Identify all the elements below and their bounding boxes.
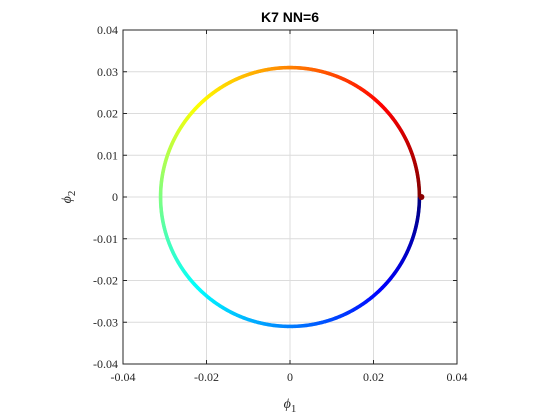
x-axis-label-symbol: ϕ <box>284 397 291 412</box>
y-tick-label: 0.01 <box>97 148 118 162</box>
y-tick-label: -0.03 <box>93 315 118 329</box>
marked-point <box>418 194 425 200</box>
x-tick-label: 0.04 <box>447 370 468 384</box>
y-tick-label: -0.02 <box>93 274 118 288</box>
y-tick-label: 0.03 <box>97 65 118 79</box>
y-tick-label: -0.04 <box>93 357 118 371</box>
y-tick-label: 0.02 <box>97 107 118 121</box>
x-tick-label: -0.02 <box>194 370 219 384</box>
y-axis-label-subscript: 2 <box>66 191 78 197</box>
x-tick-label: 0 <box>287 370 293 384</box>
x-axis-label-subscript: 1 <box>291 403 297 415</box>
x-tick-label: -0.04 <box>111 370 136 384</box>
y-axis-label-symbol: ϕ <box>60 196 75 203</box>
axes-box <box>122 29 458 365</box>
data-ring <box>158 65 425 329</box>
chart-title: K7 NN=6 <box>261 9 319 25</box>
y-tick-label: 0.04 <box>97 23 118 37</box>
x-tick-label: 0.02 <box>363 370 384 384</box>
grid-lines <box>123 30 457 364</box>
y-tick-label: 0 <box>112 190 118 204</box>
x-axis-label: ϕ1 <box>284 397 297 415</box>
axis-ticks: -0.04 -0.02 0 0.02 0.04 -0.04 -0.03 -0.02 -0.01 0… <box>93 23 468 384</box>
y-tick-label: -0.01 <box>93 232 118 246</box>
y-axis-label: ϕ2 <box>60 191 78 204</box>
